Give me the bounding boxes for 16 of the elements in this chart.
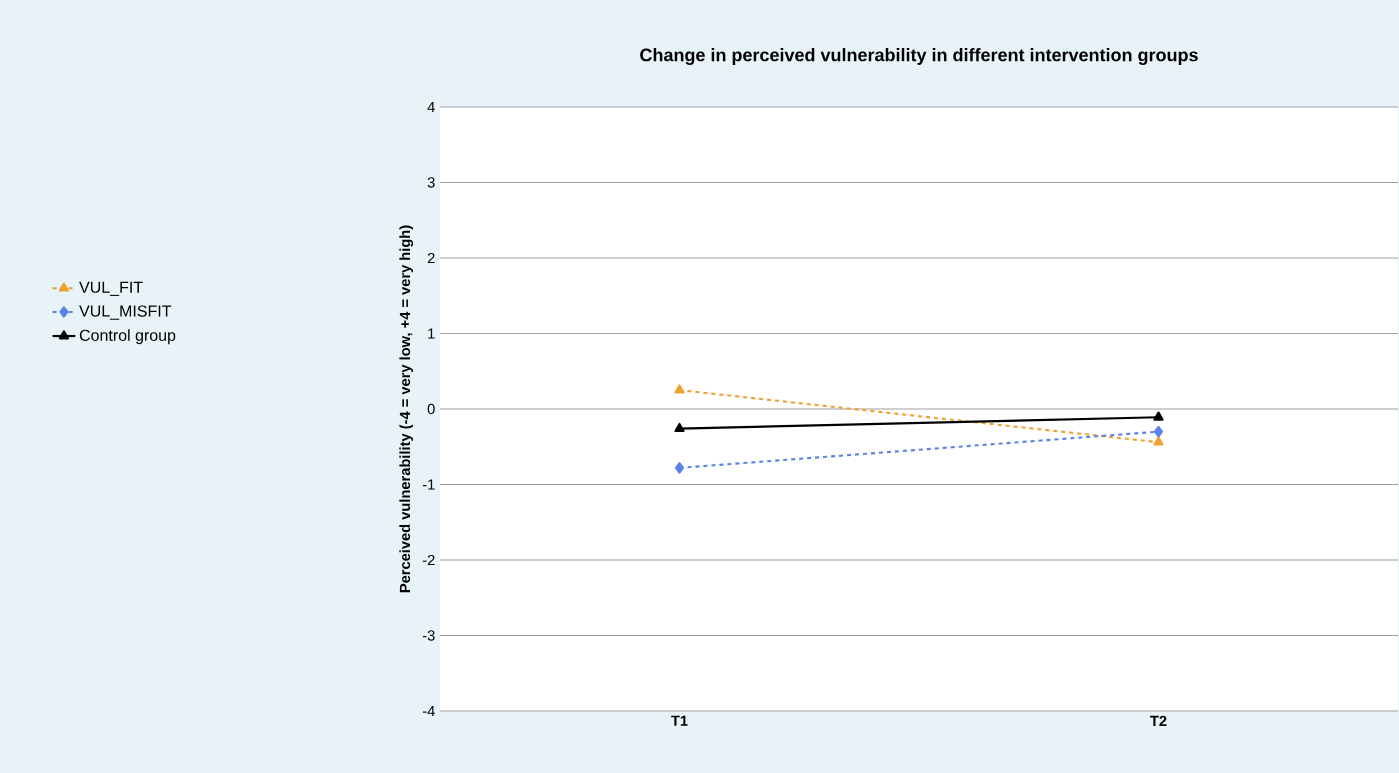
y-tick-label: 0: [427, 403, 435, 415]
y-tick-label: 4: [427, 101, 435, 113]
chart-title: Change in perceived vulnerability in different intervention groups: [640, 48, 1198, 65]
y-tick-label: -3: [422, 630, 435, 641]
legend-label: Control group: [79, 329, 176, 345]
x-tick-label: T1: [671, 715, 688, 726]
y-tick-label: -4: [422, 705, 435, 717]
y-tick-label: 1: [428, 328, 435, 339]
y-tick-label: 2: [427, 252, 435, 264]
y-axis-title: Perceived vulnerability (-4 = very low, +4 = very high): [399, 225, 414, 593]
legend-label: VUL_FIT: [79, 281, 143, 296]
y-tick-label: -2: [422, 554, 435, 566]
legend-label: VUL_MISFIT: [79, 305, 172, 320]
x-tick-label: T2: [1150, 715, 1167, 726]
y-tick-label: 3: [427, 177, 435, 188]
y-tick-label: -1: [422, 479, 435, 490]
